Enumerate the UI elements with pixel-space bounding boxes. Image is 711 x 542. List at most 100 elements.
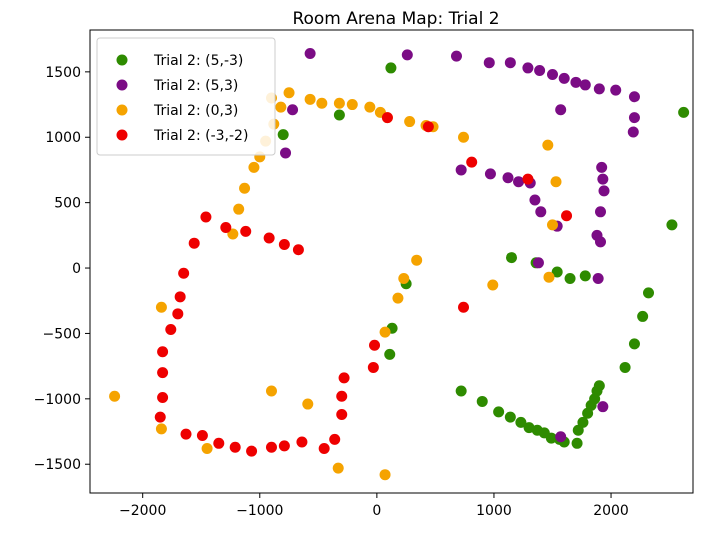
data-point: [157, 367, 169, 379]
data-point: [155, 301, 167, 313]
data-point: [338, 372, 350, 384]
data-point: [504, 57, 516, 69]
data-point: [529, 194, 541, 206]
data-point: [487, 279, 499, 291]
data-points: [109, 48, 690, 481]
y-tick-label: 1500: [45, 65, 81, 81]
legend-entry: Trial 2: (0,3): [116, 103, 238, 119]
data-point: [155, 423, 167, 435]
x-tick-label: −1000: [236, 503, 283, 519]
data-point: [555, 104, 567, 116]
data-point: [109, 390, 121, 402]
data-point: [579, 270, 591, 282]
data-point: [227, 228, 239, 240]
data-point: [455, 385, 467, 397]
data-point: [628, 112, 640, 124]
legend-marker: [116, 129, 128, 141]
data-point: [411, 254, 423, 266]
legend-entry: Trial 2: (5,3): [116, 78, 238, 94]
data-point: [172, 308, 184, 320]
data-point: [265, 441, 277, 453]
data-point: [364, 101, 376, 113]
data-point: [666, 219, 678, 231]
data-point: [178, 267, 190, 279]
data-point: [287, 104, 299, 116]
data-point: [610, 84, 622, 96]
data-point: [550, 176, 562, 188]
data-point: [619, 361, 631, 373]
data-point: [292, 244, 304, 256]
data-point: [263, 232, 275, 244]
data-point: [564, 273, 576, 285]
data-point: [593, 83, 605, 95]
data-point: [318, 443, 330, 455]
data-point: [239, 182, 251, 194]
legend-label: Trial 2: (5,-3): [153, 53, 243, 69]
data-point: [628, 338, 640, 350]
data-point: [593, 380, 605, 392]
data-point: [484, 168, 496, 180]
data-point: [278, 440, 290, 452]
data-point: [404, 116, 416, 128]
data-point: [597, 173, 609, 185]
data-point: [275, 101, 287, 113]
data-point: [369, 339, 381, 351]
legend-entry: Trial 2: (5,-3): [116, 53, 243, 69]
plot-frame: [89, 29, 694, 494]
data-point: [316, 97, 328, 109]
data-point: [278, 238, 290, 250]
series-1: [280, 48, 640, 443]
data-point: [398, 273, 410, 285]
data-point: [506, 252, 518, 264]
data-point: [336, 390, 348, 402]
data-point: [546, 219, 558, 231]
data-point: [627, 126, 639, 138]
series-0: [277, 62, 690, 449]
data-point: [592, 273, 604, 285]
data-point: [596, 161, 608, 173]
data-point: [346, 99, 358, 111]
data-point: [246, 445, 258, 457]
data-point: [220, 221, 232, 233]
data-point: [333, 97, 345, 109]
data-point: [283, 87, 295, 99]
data-point: [628, 91, 640, 103]
data-point: [157, 346, 169, 358]
legend-marker: [116, 79, 128, 91]
data-point: [157, 392, 169, 404]
legend-label: Trial 2: (5,3): [153, 78, 238, 94]
legend: Trial 2: (5,-3) Trial 2: (5,3) Trial 2: (0…: [96, 37, 276, 156]
data-point: [551, 266, 563, 278]
data-point: [502, 172, 514, 184]
data-point: [466, 156, 478, 168]
data-point: [302, 398, 314, 410]
data-point: [304, 93, 316, 105]
y-tick-label: 0: [72, 261, 81, 277]
data-point: [543, 271, 555, 283]
data-point: [570, 76, 582, 88]
y-tick-label: −500: [43, 326, 81, 342]
data-point: [329, 433, 341, 445]
data-point: [483, 57, 495, 69]
data-point: [493, 406, 505, 418]
data-point: [392, 292, 404, 304]
data-point: [154, 411, 166, 423]
data-point: [180, 428, 192, 440]
data-point: [577, 416, 589, 428]
data-point: [561, 210, 573, 222]
data-point: [332, 462, 344, 474]
data-point: [476, 395, 488, 407]
data-point: [595, 206, 607, 218]
y-tick-label: 1000: [45, 130, 81, 146]
data-point: [304, 48, 316, 60]
y-tick-label: 500: [54, 196, 81, 212]
data-point: [188, 237, 200, 249]
legend-entry: Trial 2: (-3,-2): [116, 128, 248, 144]
data-point: [450, 50, 462, 62]
data-point: [196, 429, 208, 441]
chart-title: Room Arena Map: Trial 2: [292, 9, 499, 29]
y-axis: −1500 −1000 −500 0 500 1000 1500: [34, 65, 90, 473]
legend-box: [96, 37, 276, 156]
x-tick-label: 1000: [476, 503, 512, 519]
